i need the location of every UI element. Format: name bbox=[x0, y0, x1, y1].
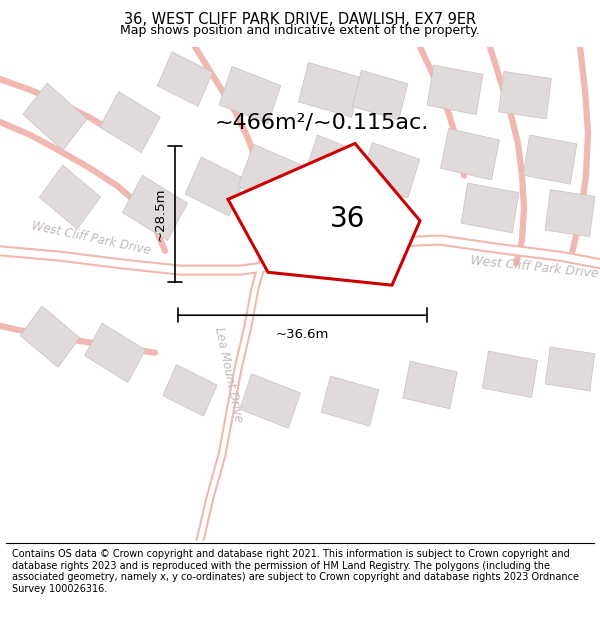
Text: ~36.6m: ~36.6m bbox=[276, 328, 329, 341]
Polygon shape bbox=[427, 65, 483, 114]
Polygon shape bbox=[482, 351, 538, 398]
Polygon shape bbox=[85, 323, 145, 382]
Text: West Cliff Park Drive: West Cliff Park Drive bbox=[470, 254, 599, 280]
Polygon shape bbox=[219, 66, 281, 124]
Text: Lea Mount Drive: Lea Mount Drive bbox=[212, 326, 244, 423]
Polygon shape bbox=[122, 176, 188, 241]
Polygon shape bbox=[322, 376, 379, 426]
Polygon shape bbox=[100, 91, 160, 152]
Polygon shape bbox=[239, 374, 301, 428]
Text: 36: 36 bbox=[330, 205, 365, 233]
Polygon shape bbox=[157, 52, 213, 106]
Polygon shape bbox=[20, 306, 80, 368]
Text: ~28.5m: ~28.5m bbox=[154, 188, 167, 241]
Polygon shape bbox=[361, 142, 419, 198]
Text: ~466m²/~0.115ac.: ~466m²/~0.115ac. bbox=[215, 112, 429, 132]
Polygon shape bbox=[185, 157, 245, 216]
Polygon shape bbox=[40, 165, 101, 229]
Polygon shape bbox=[523, 135, 577, 184]
Polygon shape bbox=[545, 347, 595, 391]
Text: Contains OS data © Crown copyright and database right 2021. This information is : Contains OS data © Crown copyright and d… bbox=[12, 549, 579, 594]
Polygon shape bbox=[352, 71, 408, 120]
Text: 36, WEST CLIFF PARK DRIVE, DAWLISH, EX7 9ER: 36, WEST CLIFF PARK DRIVE, DAWLISH, EX7 … bbox=[124, 12, 476, 27]
Polygon shape bbox=[545, 190, 595, 237]
Polygon shape bbox=[228, 144, 420, 285]
Polygon shape bbox=[163, 364, 217, 416]
Polygon shape bbox=[238, 144, 302, 207]
Text: West Cliff Park Drive: West Cliff Park Drive bbox=[30, 219, 151, 257]
Polygon shape bbox=[440, 129, 499, 180]
Polygon shape bbox=[499, 71, 551, 119]
Polygon shape bbox=[403, 361, 457, 409]
Text: Map shows position and indicative extent of the property.: Map shows position and indicative extent… bbox=[120, 24, 480, 36]
Polygon shape bbox=[461, 183, 519, 232]
Polygon shape bbox=[299, 62, 361, 117]
Polygon shape bbox=[23, 83, 87, 150]
Polygon shape bbox=[304, 135, 366, 194]
